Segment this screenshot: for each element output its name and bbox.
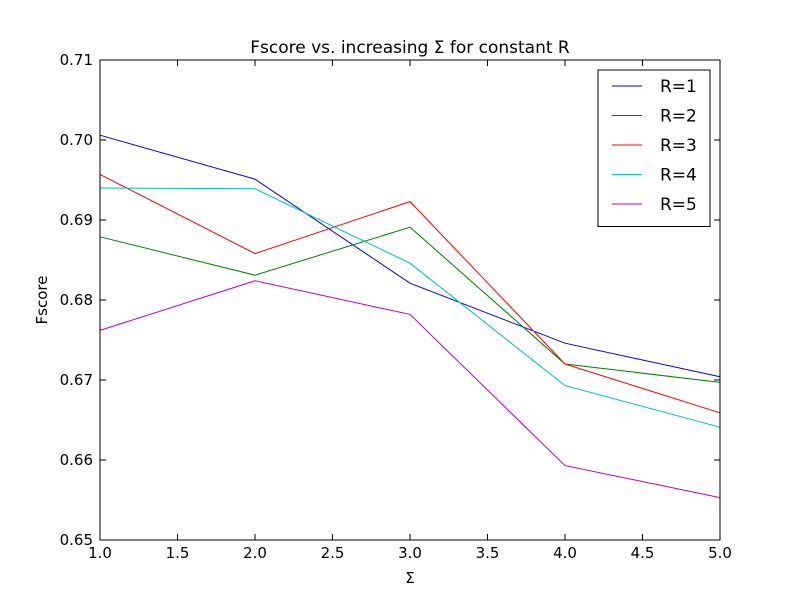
y-tick-label: 0.68 [60,291,93,309]
x-tick-label: 2.5 [321,544,345,562]
x-tick-label: 3.5 [476,544,500,562]
x-tick-label: 1.0 [88,544,112,562]
y-tick-label: 0.70 [60,131,93,149]
legend-label: R=4 [660,166,697,186]
y-tick-label: 0.67 [60,371,93,389]
x-tick-label: 4.5 [631,544,655,562]
x-tick-label: 3.0 [398,544,422,562]
legend-label: R=5 [660,195,697,215]
chart-title: Fscore vs. increasing Σ for constant R [250,38,570,58]
series-line-4 [99,187,721,428]
legend-label: R=3 [660,136,697,156]
y-tick-label: 0.65 [60,531,93,549]
axes-layer: 1.0 1.5 2.0 2.5 3.0 3.5 4.0 4.5 5.0 0.65 0.66 0.67 0… [60,51,732,562]
series-line-1 [99,134,721,378]
y-axis-label: Fscore [33,276,51,325]
y-tick-label: 0.69 [60,211,93,229]
x-tick-label: 1.5 [166,544,190,562]
y-tick-label: 0.66 [60,451,93,469]
series-line-3 [99,173,721,414]
legend-label: R=2 [660,107,697,127]
x-tick-label: 5.0 [708,544,732,562]
series-layer [99,134,721,499]
legend: R=1 R=2 R=3 R=4 R=5 [597,69,711,227]
legend-box [597,69,711,227]
y-tick-label: 0.71 [60,51,93,69]
x-tick-label: 2.0 [243,544,267,562]
legend-label: R=1 [660,77,697,97]
series-line-5 [99,280,721,499]
x-tick-label: 4.0 [553,544,577,562]
x-axis-label: Σ [405,569,414,587]
series-line-2 [99,226,721,383]
